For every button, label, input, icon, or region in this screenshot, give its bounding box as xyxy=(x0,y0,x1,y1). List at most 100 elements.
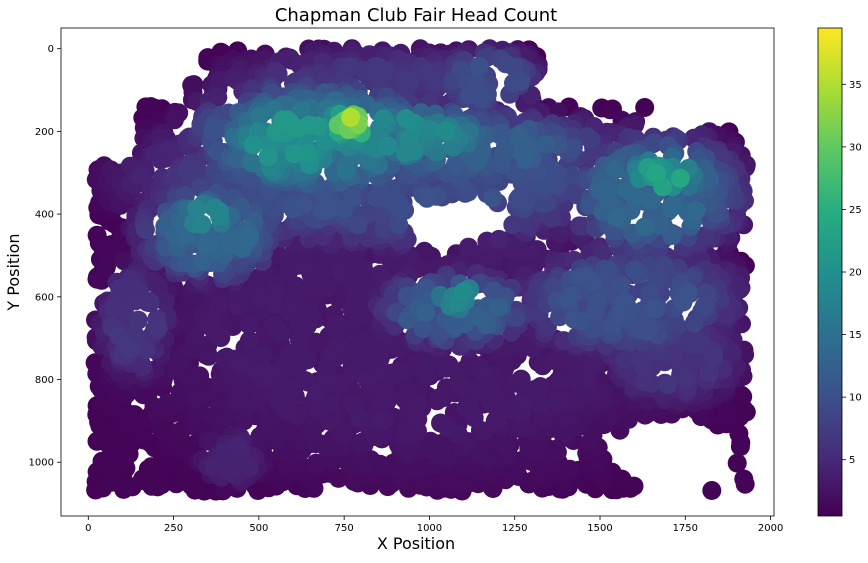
data-point xyxy=(243,135,263,155)
data-point xyxy=(673,292,693,312)
data-point xyxy=(651,216,671,235)
data-point xyxy=(349,408,369,428)
data-point xyxy=(483,281,503,301)
data-point xyxy=(663,196,682,215)
data-point xyxy=(320,411,340,431)
x-tick-label: 1750 xyxy=(673,523,698,534)
data-point xyxy=(611,275,631,295)
data-point xyxy=(407,393,427,413)
x-tick-label: 1500 xyxy=(587,523,612,534)
data-point xyxy=(298,144,318,164)
data-point xyxy=(704,348,724,367)
data-point xyxy=(551,371,571,391)
data-point xyxy=(514,144,534,164)
data-point xyxy=(352,453,372,473)
data-point xyxy=(635,372,655,392)
x-tick-label: 2000 xyxy=(758,523,783,534)
data-point xyxy=(273,110,293,130)
data-point xyxy=(418,63,438,83)
scatter-points xyxy=(85,39,756,501)
data-point xyxy=(658,375,678,395)
data-point xyxy=(646,164,666,183)
data-point xyxy=(635,98,655,117)
data-point xyxy=(390,200,410,220)
data-point xyxy=(229,296,249,316)
chart-title: Chapman Club Fair Head Count xyxy=(275,5,557,26)
x-tick-label: 750 xyxy=(335,523,354,534)
data-point xyxy=(558,290,578,310)
data-point xyxy=(228,436,248,456)
data-point xyxy=(374,219,394,239)
data-point xyxy=(367,57,387,76)
data-point xyxy=(617,180,637,200)
data-point xyxy=(317,371,337,391)
data-point xyxy=(197,236,217,256)
data-point xyxy=(628,319,648,339)
colorbar-tick-label: 20 xyxy=(849,268,862,279)
colorbar-axis: 5 10 15 20 25 30 35 xyxy=(842,80,862,466)
data-point xyxy=(625,260,645,280)
data-point xyxy=(393,70,413,90)
data-point xyxy=(140,293,160,313)
data-point xyxy=(547,442,567,462)
data-point xyxy=(232,385,252,405)
data-point xyxy=(449,371,469,390)
data-point xyxy=(315,131,335,151)
data-point xyxy=(459,237,478,257)
data-point xyxy=(329,468,348,488)
data-point xyxy=(417,364,437,384)
data-point xyxy=(686,200,706,220)
data-point xyxy=(468,382,488,401)
data-point xyxy=(354,259,373,279)
data-point xyxy=(431,413,450,433)
data-point xyxy=(727,453,747,473)
data-point xyxy=(184,75,204,95)
data-point xyxy=(374,206,394,226)
data-point xyxy=(336,161,356,180)
data-point xyxy=(511,369,531,389)
data-point xyxy=(148,318,168,338)
data-point xyxy=(186,389,206,409)
data-point xyxy=(187,199,207,219)
data-point xyxy=(354,355,374,375)
data-point xyxy=(307,454,327,474)
data-point xyxy=(99,434,119,454)
data-point xyxy=(258,412,278,432)
data-point xyxy=(170,382,190,402)
data-point xyxy=(293,256,313,275)
data-point xyxy=(239,458,259,478)
data-point xyxy=(365,427,385,446)
x-tick-label: 1250 xyxy=(502,523,527,534)
data-point xyxy=(436,121,456,141)
data-point xyxy=(121,340,141,360)
data-point xyxy=(699,363,719,383)
data-point xyxy=(420,120,440,140)
data-point xyxy=(641,190,661,210)
data-point xyxy=(399,130,419,150)
data-point xyxy=(251,385,271,405)
data-point xyxy=(271,324,291,344)
data-point xyxy=(331,262,351,282)
data-point xyxy=(445,155,465,175)
data-point xyxy=(157,393,177,413)
data-point xyxy=(302,422,322,442)
data-point xyxy=(734,469,754,489)
data-point xyxy=(489,229,509,249)
data-point xyxy=(694,296,714,316)
data-point xyxy=(135,220,155,240)
colorbar-tick-label: 35 xyxy=(849,80,862,91)
y-axis: 0 200 400 600 800 1000 xyxy=(29,44,61,469)
data-point xyxy=(223,458,243,478)
y-tick-label: 0 xyxy=(48,44,54,55)
data-point xyxy=(372,412,392,431)
data-point xyxy=(577,368,596,388)
plot-frame xyxy=(60,27,775,517)
data-point xyxy=(242,153,262,173)
data-point xyxy=(132,427,152,447)
data-point xyxy=(730,437,750,457)
data-point xyxy=(185,327,205,347)
data-point xyxy=(177,160,197,180)
data-point xyxy=(548,393,568,413)
